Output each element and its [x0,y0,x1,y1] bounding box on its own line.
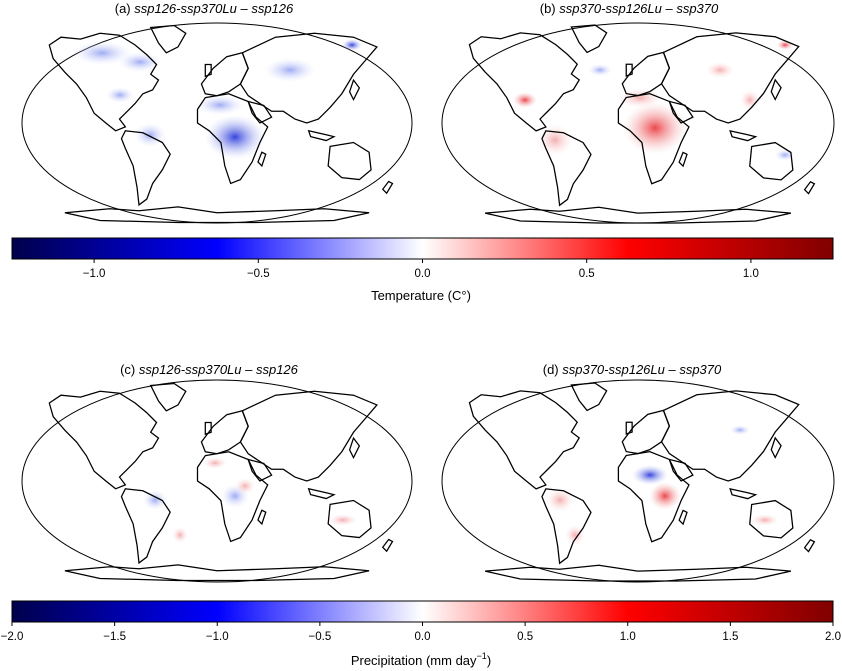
panel-c-letter: (c) [120,362,135,377]
temperature-colorbar-ticks: −1.0 −0.5 0.0 0.5 1.0 [83,259,759,280]
temperature-tick-label: −0.5 [247,268,270,280]
panel-c-title-text: ssp126-ssp370Lu – ssp126 [135,362,298,377]
precipitation-colorbar-label: Precipitation (mm day−1) [351,651,491,668]
precipitation-tick-label: −2.0 [1,631,24,643]
panel-d-title-text: ssp370-ssp126Lu – ssp370 [559,362,722,377]
precipitation-colorbar-gradient [11,600,834,623]
panel-b-title: (b) ssp370-ssp126Lu – ssp370 [540,1,719,16]
temperature-colorbar: −1.0 −0.5 0.0 0.5 1.0 Temperature (C°) [11,237,834,303]
temperature-tick-label: 1.0 [743,268,759,280]
precipitation-colorbar: −2.0 −1.5 −1.0 −0.5 0.0 0.5 1.0 1.5 2.0 Precipit… [1,600,841,668]
temperature-tick-label: −1.0 [83,268,106,280]
precipitation-colorbar-ticks: −2.0 −1.5 −1.0 −0.5 0.0 0.5 1.0 1.5 2.0 [1,622,841,643]
precipitation-tick-label: −1.0 [206,631,229,643]
panel-a-title-text: ssp126-ssp370Lu – ssp126 [131,1,294,16]
panel-d-title: (d) ssp370-ssp126Lu – ssp370 [543,362,722,377]
temperature-tick-label: 0.5 [579,268,595,280]
panel-d-anomaly-field [546,425,779,545]
panel-b: (b) ssp370-ssp126Lu – ssp370 [442,1,834,223]
panel-c: (c) ssp126-ssp370Lu – ssp126 [22,362,412,582]
panel-a: (a) ssp126-ssp370Lu – ssp126 [22,1,412,223]
panel-b-letter: (b) [540,1,556,16]
temperature-colorbar-gradient [11,237,834,260]
panel-c-globe-outline [21,379,413,583]
precipitation-tick-label: 1.0 [620,631,636,643]
panel-a-letter: (a) [115,1,131,16]
precipitation-tick-label: −0.5 [309,631,332,643]
panel-d-letter: (d) [543,362,559,377]
temperature-colorbar-label: Temperature (C°) [371,288,471,303]
panel-d: (d) ssp370-ssp126Lu – ssp370 [442,362,834,582]
precipitation-tick-label: 0.0 [415,631,431,643]
precipitation-tick-label: 2.0 [825,631,841,643]
panel-b-title-text: ssp370-ssp126Lu – ssp370 [556,1,719,16]
temperature-tick-label: 0.0 [415,268,431,280]
panel-c-title: (c) ssp126-ssp370Lu – ssp126 [120,362,299,377]
precipitation-tick-label: −1.5 [103,631,126,643]
precipitation-tick-label: 0.5 [517,631,533,643]
panel-c-anomaly-field [143,457,357,543]
precipitation-tick-label: 1.5 [722,631,738,643]
panel-a-title: (a) ssp126-ssp370Lu – ssp126 [115,1,294,16]
panel-a-anomaly-field [72,39,362,159]
